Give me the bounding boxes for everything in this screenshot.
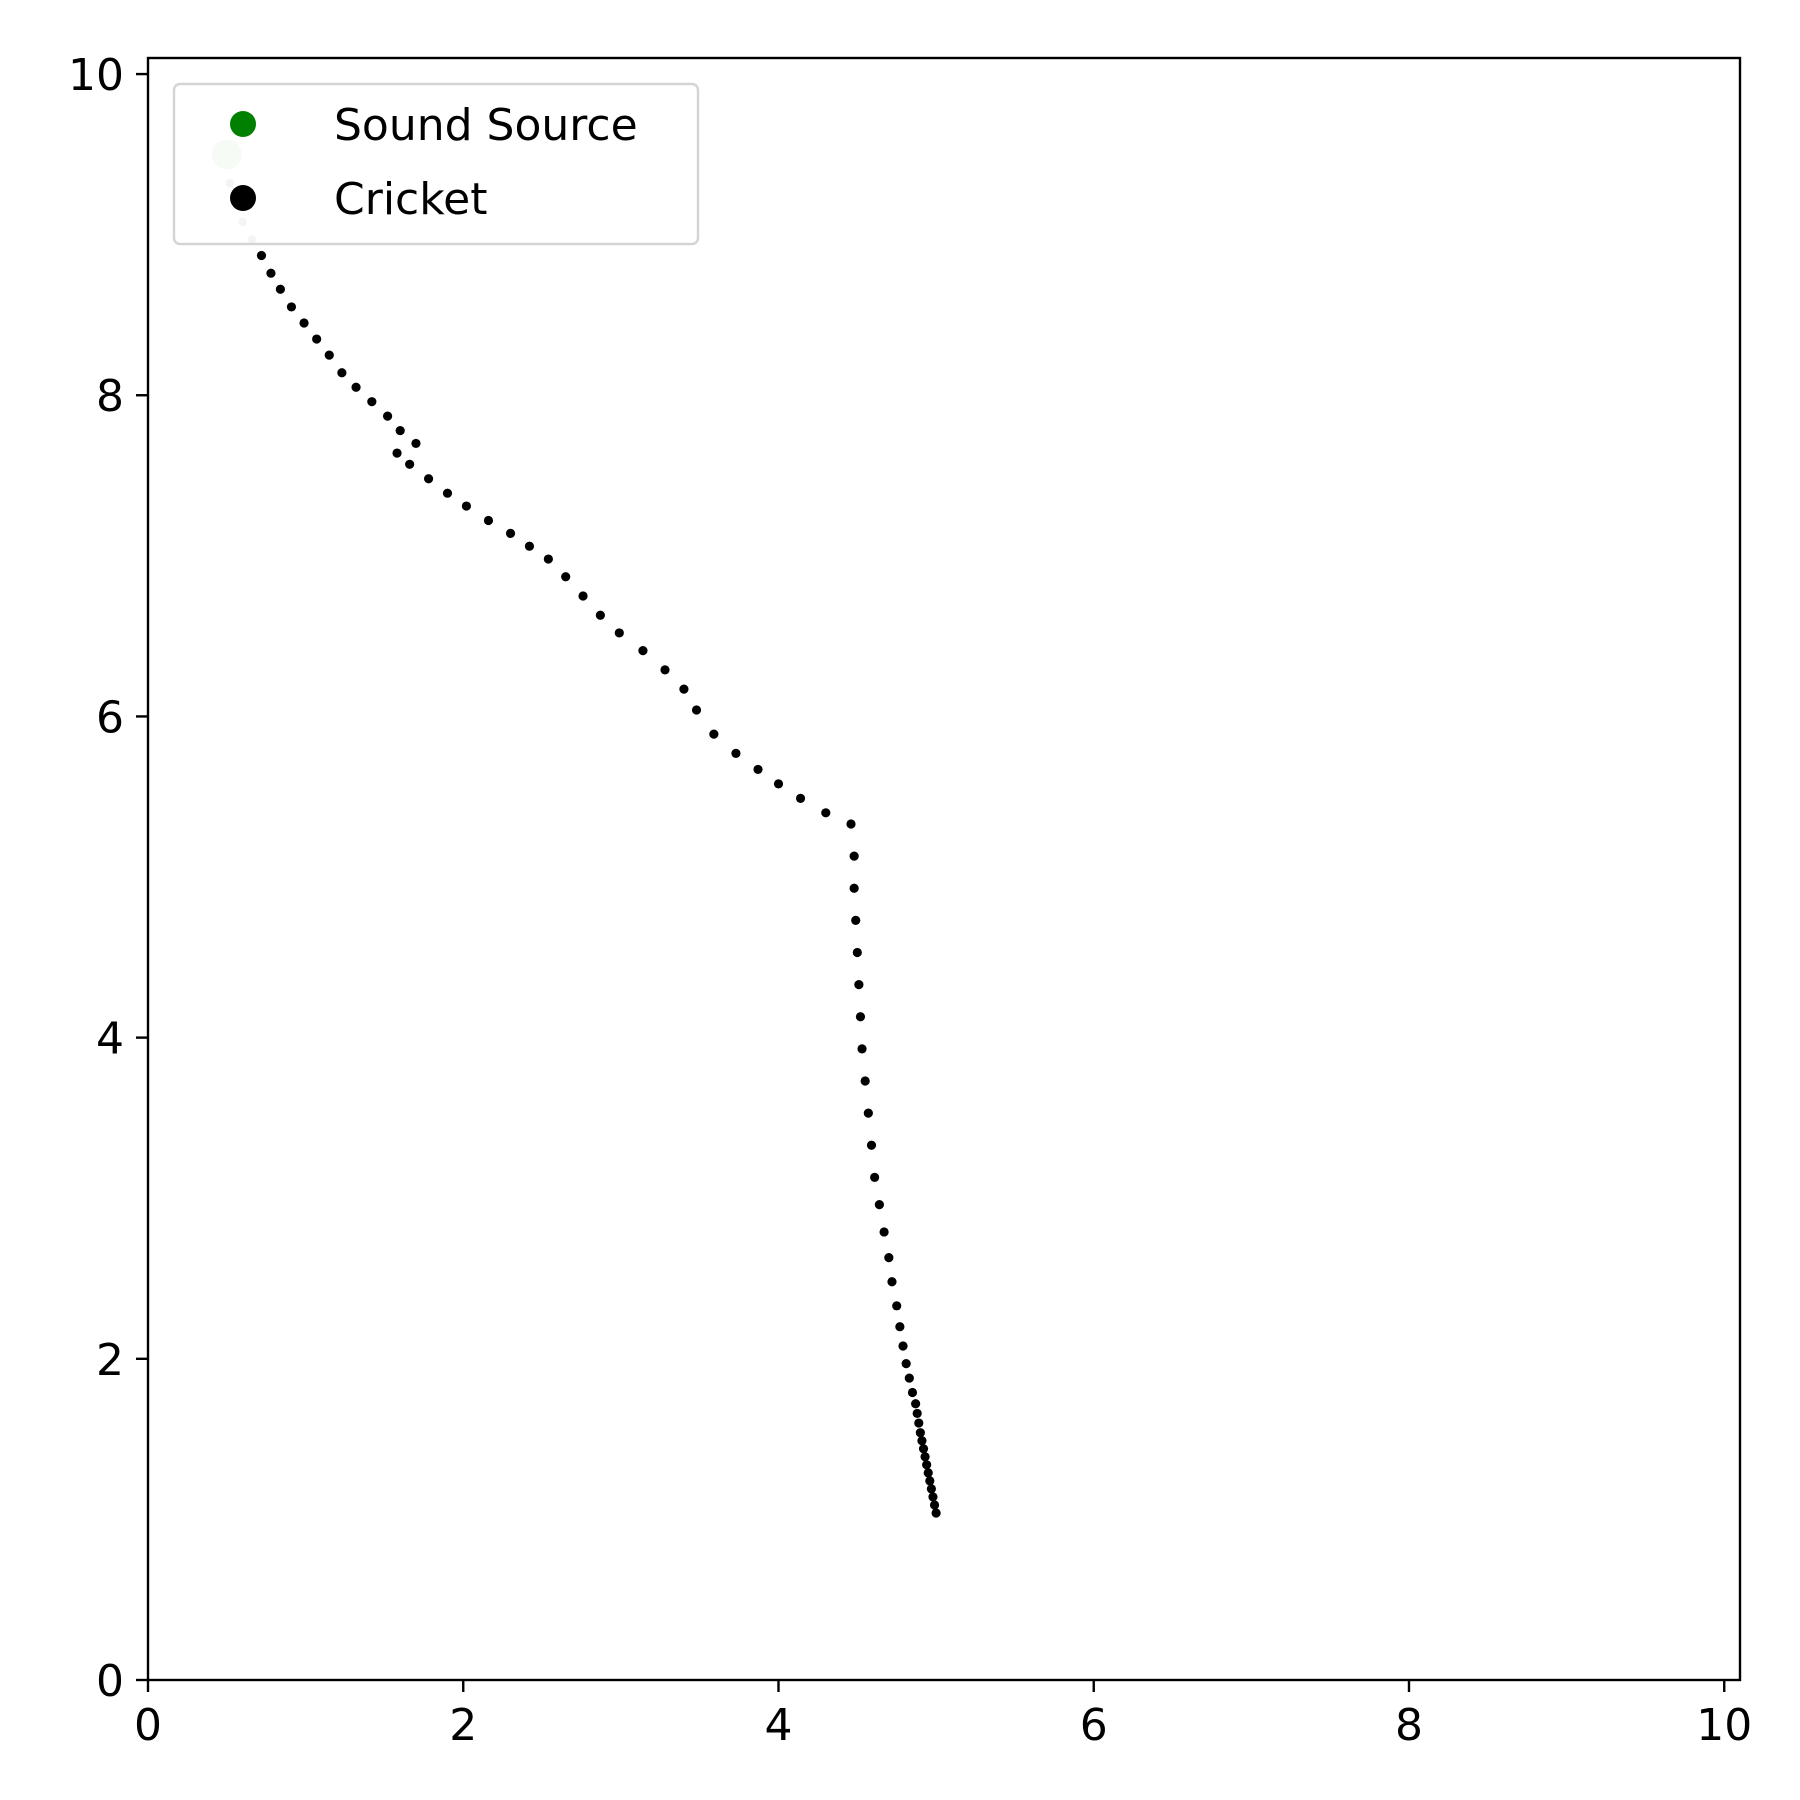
cricket-point	[275, 284, 286, 294]
cricket-point	[524, 541, 535, 551]
cricket-point	[922, 1460, 932, 1470]
cricket-point	[395, 425, 405, 436]
x-tick-label: 6	[1080, 1700, 1108, 1751]
cricket-point	[256, 250, 267, 261]
plot-area	[211, 139, 941, 1518]
cricket-point	[917, 1436, 927, 1446]
cricket-point	[382, 411, 393, 421]
cricket-point	[857, 1044, 867, 1054]
cricket-point	[849, 883, 859, 893]
y-tick-label: 6	[96, 692, 124, 743]
cricket-point	[660, 665, 670, 675]
cricket-point	[731, 748, 741, 758]
cricket-point	[851, 915, 861, 925]
cricket-point	[925, 1476, 935, 1486]
y-tick-label: 2	[96, 1335, 124, 1386]
legend-marker-sound-source	[230, 111, 256, 137]
cricket-point	[461, 501, 471, 511]
cricket-point	[367, 397, 377, 407]
cricket-point	[351, 382, 361, 392]
cricket-point	[773, 779, 784, 789]
cricket-point	[578, 591, 588, 601]
legend-label-sound-source: Sound Source	[334, 100, 638, 151]
axes-frame	[146, 56, 1742, 1682]
y-tick-label: 10	[68, 50, 124, 101]
cricket-point	[852, 947, 862, 958]
legend-marker-cricket	[230, 185, 256, 211]
legend-box	[172, 82, 700, 246]
cricket-point	[892, 1301, 902, 1311]
x-tick-label: 4	[764, 1700, 792, 1751]
cricket-point	[870, 1172, 880, 1182]
cricket-point	[898, 1341, 908, 1351]
y-tick-label: 0	[96, 1656, 124, 1707]
legend: Sound Source Cricket	[172, 82, 700, 246]
cricket-point	[866, 1140, 877, 1150]
cricket-point	[911, 1399, 921, 1409]
cricket-point	[392, 448, 402, 458]
cricket-point	[795, 793, 806, 803]
cricket-point	[561, 572, 571, 582]
cricket-point	[709, 729, 719, 739]
cricket-point	[638, 645, 648, 656]
cricket-point	[874, 1200, 884, 1210]
cricket-point	[904, 1373, 914, 1383]
cricket-point	[483, 515, 494, 526]
cricket-point	[855, 1012, 866, 1022]
cricket-point	[912, 1408, 922, 1419]
x-tick-label: 8	[1395, 1700, 1423, 1751]
cricket-point	[543, 554, 553, 564]
cricket-point	[614, 628, 624, 638]
cricket-point	[907, 1387, 918, 1398]
cricket-point	[926, 1484, 936, 1494]
x-tick-label: 2	[449, 1700, 477, 1751]
y-tick-label: 8	[96, 371, 124, 422]
cricket-point	[691, 705, 702, 715]
cricket-point	[928, 1492, 938, 1502]
cricket-point	[923, 1468, 933, 1478]
cricket-point	[846, 819, 856, 829]
cricket-point	[914, 1418, 924, 1428]
cricket-point	[405, 459, 415, 469]
x-tick-label: 10	[1696, 1700, 1752, 1751]
cricket-point	[863, 1108, 873, 1118]
cricket-point	[860, 1076, 870, 1086]
cricket-point	[918, 1444, 929, 1454]
cricket-point	[931, 1508, 941, 1518]
cricket-point	[423, 474, 434, 484]
cricket-point	[286, 302, 297, 312]
cricket-point	[299, 318, 309, 328]
axis-ticks: 0 2 4 6 8 10 0 2 4 6 8 10	[68, 50, 1752, 1751]
cricket-point	[411, 438, 421, 449]
y-tick-label: 4	[96, 1014, 124, 1065]
legend-label-cricket: Cricket	[334, 174, 487, 225]
cricket-point	[821, 808, 831, 818]
cricket-point	[854, 980, 864, 990]
cricket-point	[442, 488, 453, 498]
cricket-point	[266, 268, 276, 278]
cricket-point	[753, 764, 763, 775]
cricket-point	[312, 334, 322, 344]
cricket-point	[324, 350, 334, 360]
cricket-point	[901, 1359, 911, 1369]
cricket-point	[879, 1227, 889, 1237]
cricket-point	[849, 851, 859, 861]
cricket-point	[920, 1452, 930, 1462]
cricket-point	[915, 1428, 925, 1438]
cricket-point	[337, 368, 347, 378]
cricket-point	[884, 1253, 894, 1263]
cricket-point	[887, 1277, 897, 1287]
cricket-point	[929, 1500, 940, 1510]
cricket-point	[595, 610, 605, 620]
x-tick-label: 0	[134, 1700, 162, 1751]
cricket-point	[679, 684, 689, 694]
cricket-point	[895, 1322, 905, 1332]
cricket-point	[505, 528, 516, 538]
